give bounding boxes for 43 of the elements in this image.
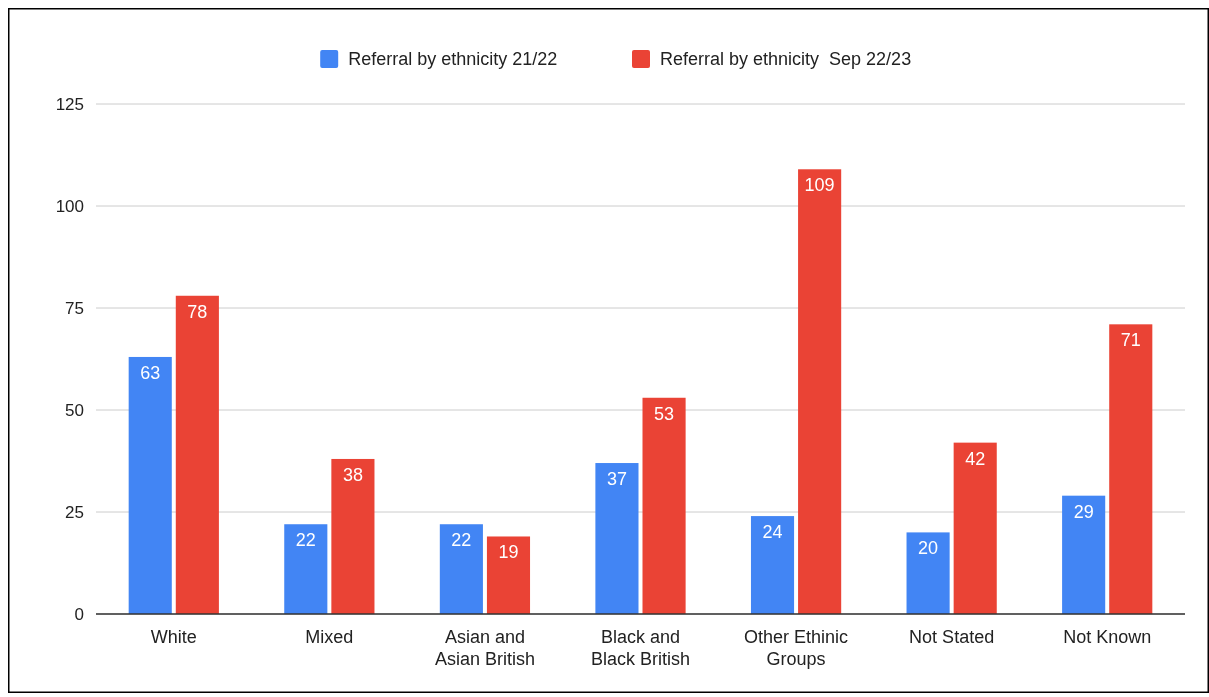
x-tick-label: Not Known <box>1063 627 1152 647</box>
bar <box>642 397 686 614</box>
data-label: 38 <box>342 464 363 485</box>
data-label: 71 <box>1120 330 1141 351</box>
bar <box>798 169 842 614</box>
bar <box>175 295 219 614</box>
y-tick-label: 100 <box>55 197 84 216</box>
bar <box>1062 495 1106 614</box>
y-tick-label: 50 <box>65 401 84 420</box>
data-label: 29 <box>1073 501 1094 522</box>
data-label: 22 <box>295 530 316 551</box>
legend-label: Referral by ethnicity Sep 22/23 <box>660 49 912 69</box>
bar <box>284 524 328 614</box>
data-label: 63 <box>140 362 161 383</box>
data-label: 24 <box>762 522 783 543</box>
bar <box>1109 324 1153 614</box>
data-label: 20 <box>918 538 939 559</box>
y-tick-label: 25 <box>65 503 84 522</box>
data-label: 37 <box>606 469 627 490</box>
bar <box>953 442 997 614</box>
data-label: 78 <box>187 301 208 322</box>
data-label: 22 <box>451 530 472 551</box>
x-tick-label: White <box>150 627 197 647</box>
y-tick-label: 125 <box>55 95 84 114</box>
bar <box>595 463 639 614</box>
data-label: 109 <box>804 175 835 196</box>
x-tick-label: Not Stated <box>909 627 995 647</box>
x-tick-label: Mixed <box>305 627 354 647</box>
y-tick-label: 75 <box>65 299 84 318</box>
data-label: 42 <box>965 448 986 469</box>
bar <box>128 356 172 614</box>
x-tick-label: Other Ethinic Groups <box>744 627 849 669</box>
data-label: 53 <box>654 403 675 424</box>
bar <box>331 458 375 614</box>
legend-label: Referral by ethnicity 21/22 <box>348 49 558 69</box>
bar <box>750 516 795 614</box>
bar <box>906 532 950 614</box>
x-tick-label: Black and Black British <box>590 627 691 669</box>
x-tick-label: Asian and Asian British <box>434 627 535 669</box>
bar <box>439 524 483 614</box>
y-tick-label: 0 <box>74 605 84 624</box>
data-label: 19 <box>498 542 519 563</box>
bar <box>486 536 531 614</box>
